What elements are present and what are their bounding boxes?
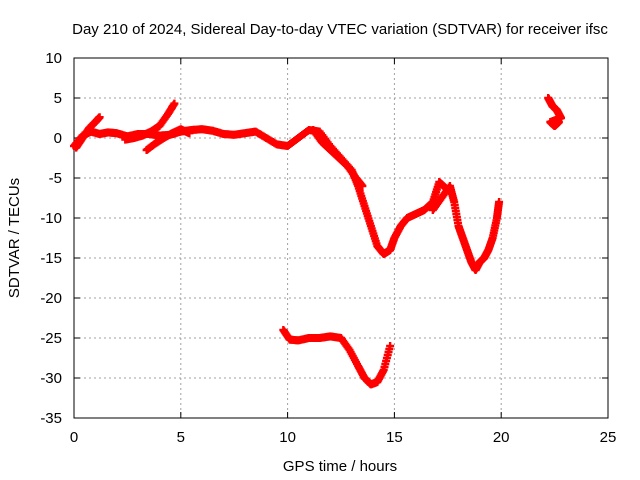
series-arc-late — [544, 94, 566, 130]
grid-lines — [74, 58, 608, 418]
x-axis-label: GPS time / hours — [283, 458, 397, 475]
y-tick-label: -10 — [40, 210, 62, 227]
y-tick-label: -30 — [40, 370, 62, 387]
y-tick-label: -15 — [40, 250, 62, 267]
data-point — [170, 99, 179, 108]
series-arc-rising-b — [142, 125, 194, 154]
series-arc-afternoon — [428, 182, 504, 274]
series-arc-rising-a — [121, 99, 179, 144]
y-tick-label: 10 — [45, 50, 62, 67]
series-arc-lower — [279, 326, 395, 389]
x-tick-label: 5 — [177, 429, 185, 446]
y-tick-label: -25 — [40, 330, 62, 347]
x-tick-label: 15 — [386, 429, 403, 446]
y-tick-label: -35 — [40, 410, 62, 427]
data-point — [554, 118, 563, 126]
x-tick-label: 20 — [493, 429, 510, 446]
data-point — [95, 113, 104, 122]
chart-title: Day 210 of 2024, Sidereal Day-to-day VTE… — [72, 21, 608, 38]
x-tick-label: 0 — [70, 429, 78, 446]
y-tick-label: -5 — [49, 170, 62, 187]
data-point — [358, 182, 367, 190]
x-tick-label: 25 — [600, 429, 617, 446]
y-tick-label: 5 — [54, 90, 62, 107]
plot-frame — [73, 57, 609, 419]
data-point — [495, 198, 504, 206]
series-arc-early — [72, 113, 104, 152]
data-points — [70, 94, 566, 389]
series-arc-descending — [309, 126, 367, 190]
x-tick-label: 10 — [279, 429, 296, 446]
data-point — [185, 129, 194, 138]
y-tick-label: 0 — [54, 130, 62, 147]
y-tick-label: -20 — [40, 290, 62, 307]
data-point — [386, 342, 395, 350]
y-axis-label: SDTVAR / TECUs — [6, 178, 23, 298]
axis-ticks: 0 5 10 15 20 25 10 5 0 -5 -10 -15 -20 -25 -30 -35 — [40, 50, 616, 446]
